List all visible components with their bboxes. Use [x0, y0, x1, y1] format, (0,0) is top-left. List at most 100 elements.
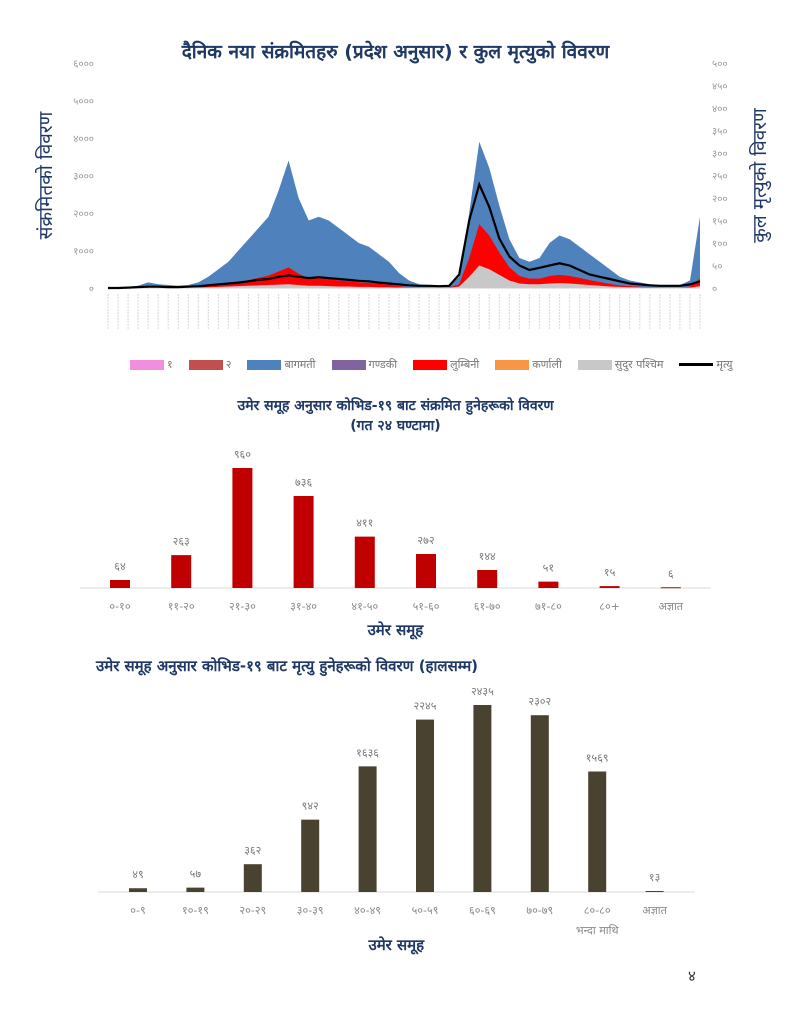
x-tick-label: ३०-३९ — [297, 904, 324, 917]
bar — [110, 580, 130, 588]
y2-tick-label: १५० — [712, 217, 728, 228]
data-label: ४११ — [356, 517, 373, 530]
bar — [293, 496, 314, 588]
y2-tick-label: ५०० — [712, 59, 728, 70]
legend-label: गण्डकी — [368, 358, 398, 371]
x-tick-label: ०-९ — [130, 904, 145, 917]
data-label: १४४ — [479, 550, 496, 563]
data-label: १६३६ — [356, 746, 379, 759]
data-label: ५७ — [190, 868, 202, 881]
bar — [599, 586, 620, 588]
data-label: २६३ — [173, 535, 190, 548]
legend-label: १ — [167, 358, 173, 371]
data-label: २४३५ — [471, 685, 494, 698]
bar — [416, 719, 434, 892]
data-label: ७३६ — [295, 476, 312, 489]
series-bagmati-area — [108, 141, 700, 288]
data-label: ३६२ — [244, 844, 261, 857]
legend-item: कर्णाली — [495, 357, 562, 372]
chart2-subtitle: (गत २४ घण्टामा) — [350, 418, 441, 434]
deaths-by-age-chart: ४९ ०-९ ५७ १०-१९ ३६२ २०-२९ ९४२ ३०-३९ १६३६ ४०-४९ २२४… — [98, 685, 695, 955]
legend-swatch — [331, 359, 366, 370]
y-tick-label: १००० — [73, 247, 94, 258]
x-tick-label: ४१-५० — [351, 600, 378, 613]
y-axis-title: संक्रमितको विवरण — [34, 111, 57, 239]
x-axis-title: उमेर समूह — [367, 621, 425, 640]
x-tick-label: ३१-४० — [290, 600, 317, 613]
data-label: २२४५ — [414, 700, 437, 713]
legend-swatch — [130, 359, 164, 370]
chart3-title: उमेर समूह अनुसार कोभिड-१९ बाट मृत्यु हुन… — [96, 657, 479, 675]
data-label: ६ — [668, 567, 674, 580]
legend-swatch — [679, 363, 714, 366]
x-tick-label: ६०-६९ — [469, 904, 496, 917]
bar — [129, 888, 147, 892]
legend-label: सुदुर पश्चिम — [614, 358, 664, 371]
data-label: १५ — [604, 566, 616, 579]
bar — [645, 891, 664, 893]
y2-tick-label: २५० — [712, 172, 728, 183]
x-tick-label: ०-१० — [109, 600, 130, 613]
y-tick-label: ४००० — [73, 134, 94, 145]
x-tick-label: अज्ञात — [659, 600, 684, 613]
legend-label: बागमती — [284, 358, 316, 371]
data-label: २७२ — [417, 534, 434, 547]
series-deaths-line — [108, 181, 701, 290]
bar — [358, 766, 377, 892]
legend-item: बागमती — [247, 357, 316, 372]
y2-tick-label: २०० — [712, 194, 728, 205]
y2-tick-label: १०० — [712, 239, 728, 250]
x-axis-title: उमेर समूह — [367, 936, 425, 955]
y2-tick-label: ३०० — [712, 149, 728, 160]
x-tick-label: २१-३० — [229, 600, 256, 613]
x-tick-label: २०-२९ — [239, 904, 266, 917]
legend-item: गण्डकी — [331, 357, 398, 372]
x-tick-label: ८०+ — [599, 600, 620, 613]
y-tick-label: ५००० — [73, 97, 94, 108]
bar — [354, 536, 375, 588]
legend-label: कर्णाली — [532, 358, 562, 371]
legend-swatch — [577, 359, 612, 370]
legend-label: २ — [225, 358, 232, 371]
x-tick-label: ८०-८० — [584, 904, 611, 917]
legend-item: मृत्यु — [679, 357, 733, 372]
bar — [186, 887, 205, 892]
bar — [301, 819, 320, 892]
y2-tick-label: ५० — [712, 262, 722, 273]
legend-item: १ — [130, 357, 173, 372]
chart1-title: दैनिक नया संक्रमितहरु (प्रदेश अनुसार) र … — [181, 41, 610, 63]
x-tick-label: ४०-४९ — [354, 904, 381, 917]
y-tick-label: ६००० — [73, 59, 94, 70]
bar — [473, 705, 492, 892]
x-tick-label: ७१-८० — [535, 600, 562, 613]
legend-item: २ — [188, 357, 232, 372]
legend-item: लुम्बिनी — [413, 357, 479, 372]
infected-by-age-chart: ६४ ०-१० २६३ ११-२० ९६० २१-३० ७३६ ३१-४० ४११ ४१-५० २७… — [80, 448, 711, 640]
y2-tick-label: ४५० — [712, 82, 728, 93]
bar — [477, 570, 498, 588]
bar — [660, 587, 681, 589]
data-label: ४९ — [132, 868, 143, 881]
bar — [243, 864, 262, 892]
chart2-title: उमेर समूह अनुसार कोभिड-१९ बाट संक्रमित ह… — [237, 398, 554, 414]
x-tick-sublabel: भन्दा माथि — [576, 924, 620, 937]
legend-swatch — [495, 359, 530, 370]
y2-tick-label: ४०० — [712, 104, 728, 115]
bar — [232, 468, 253, 588]
chart1-legend: १ २ बागमती गण्डकी लुम्बिनी कर्णाली सुदुर पश्चि… — [130, 357, 733, 372]
data-label: १५६९ — [586, 752, 609, 765]
legend-swatch — [247, 359, 282, 370]
y-tick-label: ३००० — [73, 172, 94, 183]
x-tick-label: अज्ञात — [642, 904, 667, 917]
y-tick-label: ० — [89, 284, 94, 295]
data-label: २३०२ — [528, 695, 551, 708]
legend-label: लुम्बिनी — [450, 358, 480, 371]
bar — [171, 555, 192, 588]
y2-axis-title: कुल मृत्युको विवरण — [748, 108, 772, 243]
bar — [530, 715, 549, 892]
data-label: ९६० — [234, 448, 251, 461]
bar — [538, 581, 559, 588]
x-tick-label: ११-२० — [168, 600, 195, 613]
data-label: ६४ — [114, 560, 126, 573]
legend-swatch — [413, 359, 448, 370]
